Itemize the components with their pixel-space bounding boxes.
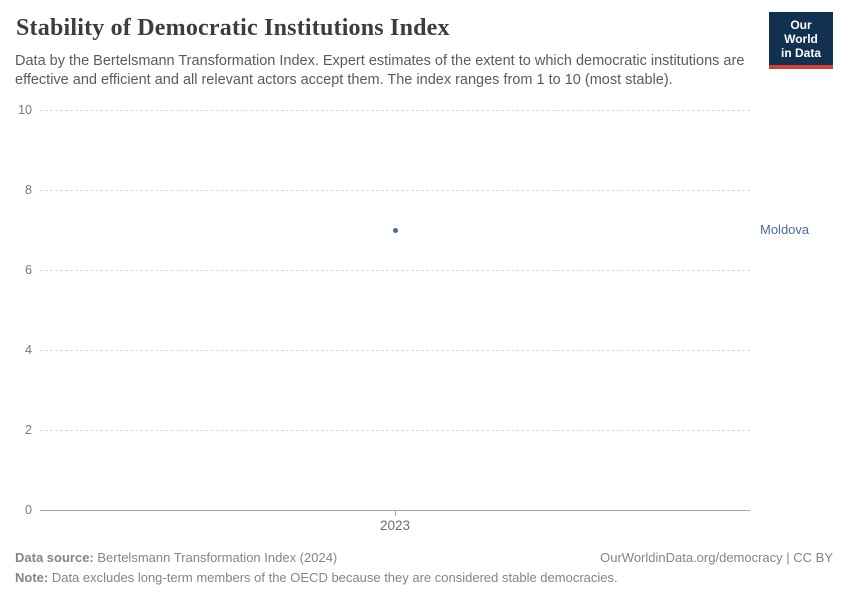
gridline-y-8: [40, 190, 750, 191]
gridline-y-6: [40, 270, 750, 271]
owid-logo-line2: in Data: [780, 46, 821, 60]
y-axis-tick-label-10: 10: [18, 103, 32, 117]
data-source-text: Bertelsmann Transformation Index (2024): [93, 550, 338, 565]
owid-logo[interactable]: Our World in Data: [769, 12, 833, 69]
data-source-label: Data source:: [15, 550, 94, 565]
data-source-line: Data source: Bertelsmann Transformation …: [15, 548, 337, 568]
entity-label-moldova[interactable]: Moldova: [760, 222, 810, 237]
y-axis-tick-label-6: 6: [25, 263, 32, 277]
page-title: Stability of Democratic Institutions Ind…: [16, 15, 450, 41]
chart-subtitle: Data by the Bertelsmann Transformation I…: [15, 53, 745, 88]
owid-license-link[interactable]: OurWorldinData.org/democracy | CC BY: [600, 550, 833, 565]
y-axis-tick-label-0: 0: [25, 503, 32, 517]
x-axis-tick-label-2023: 2023: [379, 518, 411, 533]
x-axis-tick-mark-2023: [395, 511, 396, 516]
chart-footer: Data source: Bertelsmann Transformation …: [15, 548, 833, 588]
y-axis-tick-label-2: 2: [25, 423, 32, 437]
y-axis-tick-label-4: 4: [25, 343, 32, 357]
owid-logo-line1: Our World: [784, 18, 818, 46]
gridline-y-4: [40, 350, 750, 351]
note-label: Note:: [15, 570, 49, 585]
gridline-y-2: [40, 430, 750, 431]
y-axis-tick-label-8: 8: [25, 183, 32, 197]
gridline-y-10: [40, 110, 750, 111]
note-text: Data excludes long-term members of the O…: [48, 570, 618, 585]
data-point-moldova-2023[interactable]: [392, 227, 398, 233]
gridline-y-0: [40, 510, 750, 511]
